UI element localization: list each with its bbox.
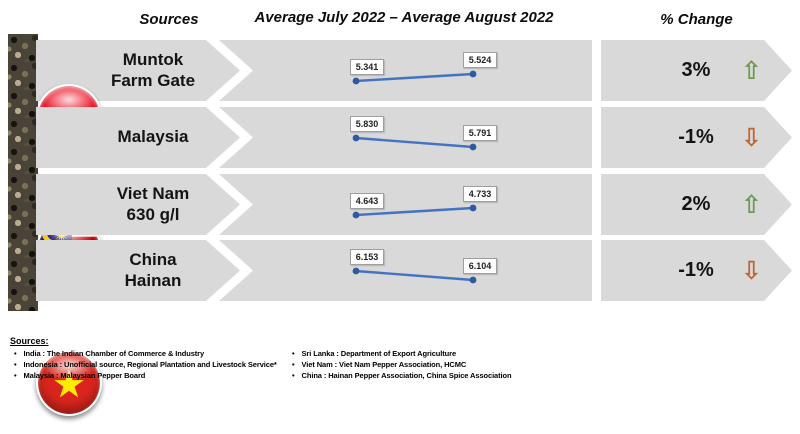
source-banner: China Hainan [36,240,240,301]
trend-line [352,70,477,85]
trend-chart: 5.341 5.524 [219,40,592,101]
trend-line [352,267,477,284]
trend-chart: 4.643 4.733 [219,174,592,235]
up-arrow-icon: ⇧ [741,56,762,85]
source-item-left: India : The Indian Chamber of Commerce &… [14,348,277,359]
peppercorn-photo-strip [8,34,38,311]
source-item-left: Malaysia : Malaysian Pepper Board [14,370,277,381]
july-data-point [352,134,360,142]
source-name: Viet Nam 630 g/l [116,184,190,224]
header-period-label: Average July 2022 – Average August 2022 [254,9,554,26]
table-row-china: China Hainan 6.153 6.104 -1% ⇩ [0,240,800,301]
trend-chart: 5.830 5.791 [219,107,592,168]
july-value-label: 5.830 [350,116,384,132]
percent-change-value: 2% [681,193,711,215]
july-data-point [352,267,360,275]
table-row-vietnam: Viet Nam 630 g/l 4.643 4.733 2% ⇧ [0,174,800,416]
august-data-point [469,143,477,151]
footer-sources-title: Sources: [10,336,49,346]
percent-change-value: -1% [678,126,714,148]
august-value-label: 5.791 [463,125,497,141]
august-value-label: 6.104 [463,258,497,274]
august-data-point [469,204,477,212]
down-arrow-icon: ⇩ [741,256,762,285]
august-data-point [469,276,477,284]
source-item-right: Viet Nam : Viet Nam Pepper Association, … [292,359,511,370]
footer-sources: Sources: India : The Indian Chamber of C… [10,336,790,380]
august-value-label: 5.524 [463,52,497,68]
trend-line [352,204,477,219]
header-change-label: % Change [660,11,733,28]
table-row-indonesia: Muntok Farm Gate 5.341 5.524 3% ⇧ [0,40,800,150]
source-item-right: China : Hainan Pepper Association, China… [292,370,512,381]
source-item-right: Sri Lanka : Department of Export Agricul… [292,348,511,359]
sources-list-left: India : The Indian Chamber of Commerce &… [14,348,277,381]
change-banner: -1% ⇩ [601,240,792,301]
source-banner: Malaysia [36,107,240,168]
july-value-label: 6.153 [350,249,384,265]
up-arrow-icon: ⇧ [741,190,762,219]
change-banner: 2% ⇧ [601,174,792,235]
table-row-malaysia: Malaysia 5.830 5.791 -1% ⇩ [0,107,800,283]
august-data-point [469,70,477,78]
july-value-label: 5.341 [350,59,384,75]
july-value-label: 4.643 [350,193,384,209]
source-name: Malaysia [117,127,189,147]
july-data-point [352,77,360,85]
source-name: Muntok Farm Gate [110,50,196,90]
source-item-left: Indonesia : Unofficial source, Regional … [14,359,277,370]
source-name: China Hainan [124,250,182,290]
change-banner: -1% ⇩ [601,107,792,168]
percent-change-value: 3% [681,59,711,81]
header-sources-label: Sources [139,11,199,28]
sources-list-right: Sri Lanka : Department of Export Agricul… [292,348,512,381]
percent-change-value: -1% [678,259,714,281]
trend-chart: 6.153 6.104 [219,240,592,301]
down-arrow-icon: ⇩ [741,123,762,152]
source-banner: Viet Nam 630 g/l [36,174,240,235]
august-value-label: 4.733 [463,186,497,202]
change-banner: 3% ⇧ [601,40,792,101]
trend-line [352,134,477,151]
july-data-point [352,211,360,219]
